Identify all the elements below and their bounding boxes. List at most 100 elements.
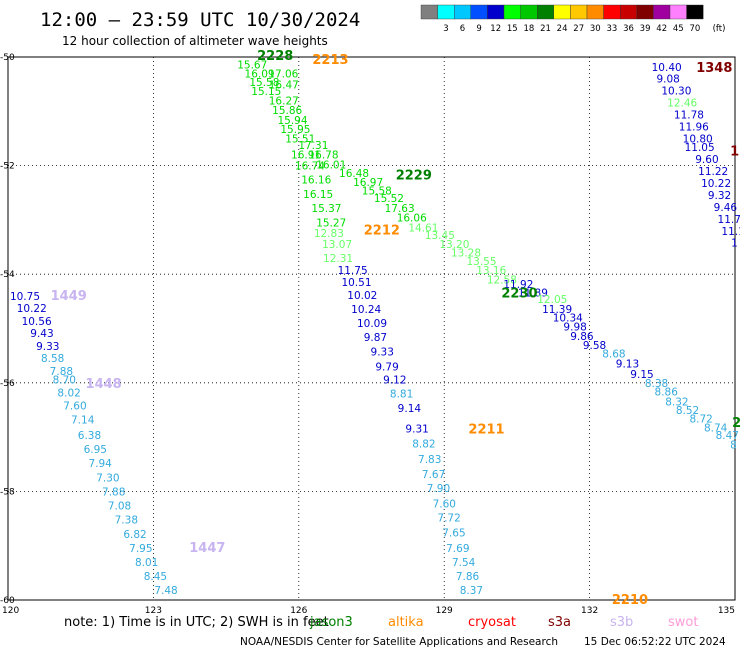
- colorbar-swatch: [620, 4, 638, 20]
- wave-height-label: 11.1: [721, 226, 740, 238]
- wave-height-label: 10.40: [652, 62, 682, 74]
- colorbar-tick-label: 39: [640, 24, 651, 34]
- wave-height-label: 7.94: [88, 458, 112, 470]
- colorbar-tick-label: 30: [590, 24, 601, 34]
- wave-height-label: 16.15: [303, 189, 333, 201]
- wave-height-label: 6.38: [78, 430, 101, 442]
- wave-height-label: 13.16: [476, 265, 506, 277]
- satellite-legend-item: s3b: [610, 615, 633, 630]
- wave-height-label: 12.31: [323, 253, 353, 265]
- wave-height-label: 8.74: [704, 422, 728, 434]
- wave-height-label: 16.16: [301, 175, 331, 187]
- footer-timestamp: 15 Dec 06:52:22 UTC 2024: [584, 636, 726, 648]
- track-time-label: 2211: [468, 422, 504, 437]
- wave-height-label: 8.01: [135, 557, 158, 569]
- track-time-label: 1449: [51, 289, 87, 304]
- wave-height-label: 9.13: [616, 358, 639, 370]
- colorbar-tick-label: 42: [656, 24, 667, 34]
- wave-height-label: 16.47: [269, 80, 299, 92]
- wave-height-label: 16.74: [295, 161, 325, 173]
- wave-height-label: 15.37: [311, 203, 341, 215]
- wave-height-label: 8.70: [53, 375, 76, 387]
- colorbar-swatch: [553, 4, 571, 20]
- wave-height-label: 10.75: [10, 291, 40, 303]
- satellite-legend: jason3 altika cryosat s3a s3b swot: [309, 615, 698, 630]
- wave-height-label: 6.82: [123, 529, 146, 541]
- wave-height-label: 9.14: [398, 403, 422, 415]
- colorbar-tick-label: 33: [606, 24, 617, 34]
- colorbar-legend: 3 6 9 12 15 18 21 24 27 30 33 36 39 42 45 70 (ft): [420, 4, 726, 34]
- satellite-legend-item: s3a: [548, 615, 571, 630]
- wave-height-label: 16.27: [269, 95, 299, 107]
- colorbar-tick-label: 3: [443, 24, 448, 34]
- wave-height-label: 9.31: [405, 423, 428, 435]
- wave-height-label: 17.31: [298, 140, 328, 152]
- wave-height-label: 13.20: [439, 239, 469, 251]
- footer-note: note: 1) Time is in UTC; 2) SWH is in fe…: [64, 615, 329, 630]
- satellite-legend-item: cryosat: [468, 615, 516, 630]
- wave-height-label: 11.75: [338, 265, 368, 277]
- wave-height-label: 15.58: [249, 77, 279, 89]
- wave-height-label: 7.95: [129, 543, 152, 555]
- wave-height-label: 10.80: [683, 133, 713, 145]
- colorbar-swatch: [669, 4, 687, 20]
- wave-height-label: 8.68: [602, 348, 625, 360]
- track-time-label: 1448: [86, 377, 122, 392]
- colorbar-tick-label: 36: [623, 24, 634, 34]
- x-tick-label: 129: [436, 606, 453, 616]
- track-time-label: 1447: [189, 541, 225, 556]
- colorbar-tick-label: 24: [557, 24, 568, 34]
- wave-height-label: 7.38: [115, 515, 138, 527]
- y-tick-label: -56: [0, 379, 15, 389]
- wave-height-label: 8.72: [689, 414, 712, 426]
- track-time-label: 2230: [501, 287, 537, 302]
- wave-height-label: 8.02: [57, 388, 80, 400]
- x-tick-label: 132: [581, 606, 598, 616]
- grid-lines: [8, 57, 735, 600]
- wave-height-label: 7.88: [102, 486, 125, 498]
- colorbar-tick-label: 21: [540, 24, 551, 34]
- colorbar-tick-label: 15: [507, 24, 518, 34]
- wave-height-label: 11.05: [685, 142, 715, 154]
- wave-height-label: 8.37: [460, 585, 483, 597]
- wave-height-label: 9.98: [563, 321, 586, 333]
- wave-height-label: 8.47: [716, 430, 739, 442]
- wave-height-label: 8.58: [41, 353, 64, 365]
- wave-height-label: 1: [731, 238, 738, 250]
- colorbar-tick-label: 18: [523, 24, 534, 34]
- x-tick-label: 120: [2, 606, 19, 616]
- wave-height-label: 8.81: [390, 389, 413, 401]
- wave-height-label: 9.86: [570, 331, 594, 343]
- x-tick-label: 123: [145, 606, 162, 616]
- satellite-legend-item: jason3: [309, 615, 353, 630]
- wave-height-label: 7.86: [456, 571, 480, 583]
- wave-height-label: 13.55: [466, 256, 496, 268]
- wave-height-label: 9.60: [695, 154, 718, 166]
- colorbar-unit: (ft): [713, 24, 726, 34]
- colorbar-swatch: [520, 4, 538, 20]
- wave-height-label: 16.06: [397, 213, 427, 225]
- wave-height-label: 10.56: [22, 316, 52, 328]
- wave-height-label: 8.38: [645, 378, 668, 390]
- wave-height-label: 9.12: [383, 375, 406, 387]
- wave-height-label: 9.58: [583, 340, 606, 352]
- x-tick-label: 126: [290, 606, 307, 616]
- track-time-label: 2229: [396, 168, 432, 183]
- wave-height-label: 10.51: [341, 277, 371, 289]
- colorbar-tick-label: 12: [490, 24, 501, 34]
- wave-height-label: 15.94: [277, 115, 307, 127]
- track-time-label: 2213: [312, 53, 348, 68]
- wave-height-label: 16.91: [291, 150, 321, 162]
- wave-height-label: 7.72: [437, 512, 460, 524]
- chart-title: 12:00 — 23:59 UTC 10/30/2024: [40, 9, 360, 31]
- wave-height-label: 17.63: [385, 203, 415, 215]
- wave-height-label: 7.60: [63, 401, 86, 413]
- wave-height-label: 11.89: [518, 288, 548, 300]
- y-tick-label: -52: [0, 162, 15, 172]
- wave-height-label: 15.86: [272, 105, 302, 117]
- wave-height-label: 9.15: [630, 369, 653, 381]
- wave-height-label: 10.02: [347, 290, 377, 302]
- wave-height-label: 7.83: [418, 454, 441, 466]
- colorbar-swatch: [503, 4, 521, 20]
- wave-height-label: 7.14: [71, 415, 95, 427]
